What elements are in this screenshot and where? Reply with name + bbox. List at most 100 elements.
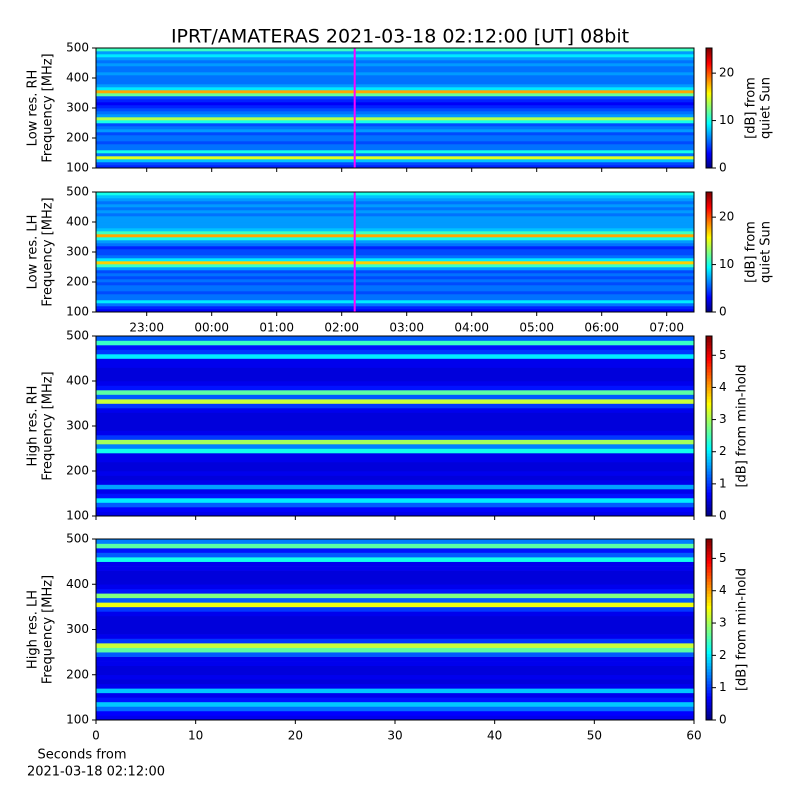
heat-cell	[96, 252, 694, 256]
colorbar-swatch	[706, 713, 712, 718]
colorbar-swatch	[706, 270, 712, 273]
colorbar-swatch	[706, 268, 712, 271]
y-tick-label: 100	[66, 509, 89, 523]
colorbar-swatch	[706, 707, 712, 712]
colorbar-swatch	[706, 611, 712, 615]
colorbar-swatch	[706, 124, 712, 127]
heat-cell	[96, 426, 694, 431]
heat-cell	[96, 192, 694, 196]
heat-cell	[96, 615, 694, 621]
colorbar-tick-label: 20	[719, 210, 734, 224]
heat-cell	[96, 679, 694, 685]
heat-cell	[96, 430, 694, 436]
colorbar-swatch	[706, 554, 712, 558]
x-tick-label: 02:00	[324, 321, 359, 335]
colorbar-swatch	[706, 218, 712, 221]
colorbar-swatch	[706, 444, 712, 448]
heat-cell	[96, 611, 694, 617]
x-tick-label: 30	[387, 729, 402, 743]
colorbar-swatch	[706, 88, 712, 91]
colorbar-swatch	[706, 650, 712, 655]
colorbar-swatch	[706, 70, 712, 73]
colorbar-swatch	[706, 402, 712, 406]
heat-cell	[96, 270, 694, 274]
heat-cell	[96, 376, 694, 382]
colorbar-swatch	[706, 638, 712, 643]
colorbar-swatch	[706, 572, 712, 576]
heat-cell	[96, 340, 694, 346]
heat-cell	[96, 493, 694, 499]
heat-cell	[96, 66, 694, 70]
colorbar-tick-label: 2	[719, 648, 727, 662]
colorbar-swatch	[706, 602, 712, 606]
colorbar-swatch	[706, 164, 712, 167]
colorbar-swatch	[706, 242, 712, 245]
heat-cell	[96, 367, 694, 373]
colorbar-swatch	[706, 593, 712, 597]
heat-cell	[96, 84, 694, 88]
heat-cell	[96, 606, 694, 612]
colorbar-swatch	[706, 578, 712, 582]
colorbar-swatch	[706, 138, 712, 141]
colorbar-swatch	[706, 483, 712, 487]
heat-cell	[96, 570, 694, 576]
colorbar-swatch	[706, 438, 712, 442]
heat-cell	[96, 153, 694, 157]
heat-cell	[96, 249, 694, 253]
x-tick-label: 23:00	[129, 321, 164, 335]
colorbar-swatch	[706, 290, 712, 293]
heat-cell	[96, 372, 694, 377]
y-tick-label: 500	[66, 329, 89, 343]
colorbar-swatch	[706, 545, 712, 549]
heat-cell	[96, 579, 694, 585]
heat-cell	[96, 701, 694, 707]
heat-cell	[96, 303, 694, 307]
colorbar-swatch	[706, 551, 712, 555]
y-axis-label: High res. RH	[26, 386, 41, 467]
colorbar-swatch	[706, 504, 712, 508]
y-tick-label: 400	[66, 374, 89, 388]
colorbar-swatch	[706, 302, 712, 305]
heat-cell	[96, 462, 694, 467]
heat-cell	[96, 647, 694, 653]
heat-cell	[96, 78, 694, 82]
colorbar-swatch	[706, 342, 712, 346]
heat-cell	[96, 81, 694, 85]
heat-cell	[96, 93, 694, 97]
heat-cell	[96, 507, 694, 512]
colorbar-swatch	[706, 557, 712, 561]
colorbar-swatch	[706, 298, 712, 301]
y-tick-label: 500	[66, 41, 89, 55]
colorbar-swatch	[706, 280, 712, 283]
colorbar-tick-label: 10	[719, 257, 734, 271]
colorbar-swatch	[706, 492, 712, 496]
colorbar-swatch	[706, 590, 712, 594]
heat-cell	[96, 75, 694, 79]
colorbar-swatch	[706, 224, 712, 227]
colorbar-frame	[705, 47, 713, 169]
heat-cell	[96, 273, 694, 277]
colorbar-swatch	[706, 498, 712, 502]
colorbar-tick-label: 20	[719, 66, 734, 80]
heat-cell	[96, 345, 694, 350]
heat-cell	[96, 48, 694, 52]
heat-cell	[96, 588, 694, 594]
colorbar-swatch	[706, 112, 712, 115]
colorbar-swatch	[706, 387, 712, 391]
heat-cell	[96, 390, 694, 395]
heat-cell	[96, 385, 694, 391]
heat-cell	[96, 435, 694, 440]
colorbar-swatch	[706, 246, 712, 249]
colorbar-swatch	[706, 408, 712, 412]
heat-cell	[96, 237, 694, 241]
colorbar-swatch	[706, 695, 712, 700]
heat-cell	[96, 264, 694, 268]
colorbar-swatch	[706, 152, 712, 155]
heat-cell	[96, 444, 694, 449]
colorbar-swatch	[706, 128, 712, 131]
heat-cell	[96, 354, 694, 359]
colorbar-label: quiet Sun	[759, 77, 774, 139]
colorbar-swatch	[706, 501, 712, 505]
colorbar-swatch	[706, 486, 712, 490]
heat-cell	[96, 288, 694, 292]
